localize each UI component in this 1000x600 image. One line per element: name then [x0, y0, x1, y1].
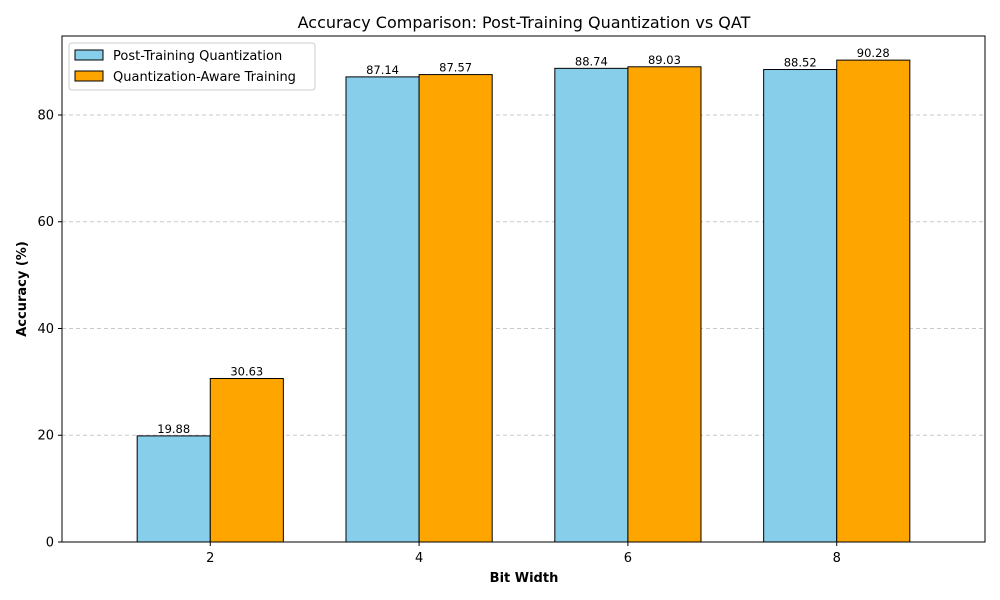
bar-qat-4: [418, 74, 493, 543]
bar-ptq-4: [345, 76, 420, 543]
x-axis-label: Bit Width: [490, 571, 559, 586]
plot-frame: [61, 35, 986, 543]
y-tick-label-80: 80: [37, 108, 54, 123]
data-label-ptq-8: 88.52: [784, 56, 817, 70]
legend-label-post-training: Post-Training Quantization: [113, 49, 282, 64]
data-label-ptq-2: 19.88: [157, 422, 190, 436]
x-tick-label-2: 2: [206, 551, 214, 566]
bar-qat-6: [627, 66, 702, 543]
y-tick-label-60: 60: [37, 215, 54, 230]
data-label-qat-4: 87.57: [439, 61, 472, 75]
legend-swatch-qat: [74, 70, 104, 82]
bar-qat-8: [836, 59, 911, 543]
y-tick-label-0: 0: [46, 536, 54, 551]
data-labels: 19.88 30.63 87.14 87.57 88.74 89.03 88.52 90.28: [157, 46, 889, 436]
bar-ptq-8: [763, 69, 838, 543]
legend-box: [68, 42, 316, 91]
data-label-qat-2: 30.63: [230, 365, 263, 379]
legend: Post-Training Quantization Quantization-…: [68, 42, 316, 91]
legend-label-qat: Quantization-Aware Training: [113, 70, 296, 85]
data-label-ptq-6: 88.74: [575, 54, 608, 68]
bar-qat-2: [209, 378, 284, 543]
x-tick-label-8: 8: [833, 551, 841, 566]
bar-ptq-6: [554, 67, 629, 543]
y-tick-label-20: 20: [37, 429, 54, 444]
chart-title: Accuracy Comparison: Post-Training Quant…: [298, 13, 751, 32]
bars: [136, 59, 911, 543]
data-label-ptq-4: 87.14: [366, 63, 399, 77]
bar-ptq-2: [136, 435, 211, 543]
x-tick-label-4: 4: [415, 551, 423, 566]
legend-swatch-post-training: [74, 49, 104, 61]
x-tick-label-6: 6: [624, 551, 632, 566]
x-axis: 2 4 6 8: [206, 542, 841, 566]
y-axis-label: Accuracy (%): [15, 241, 30, 337]
data-label-qat-6: 89.03: [648, 53, 681, 67]
data-label-qat-8: 90.28: [857, 46, 890, 60]
y-tick-label-40: 40: [37, 322, 54, 337]
y-axis: 0 20 40 60 80: [37, 108, 62, 551]
